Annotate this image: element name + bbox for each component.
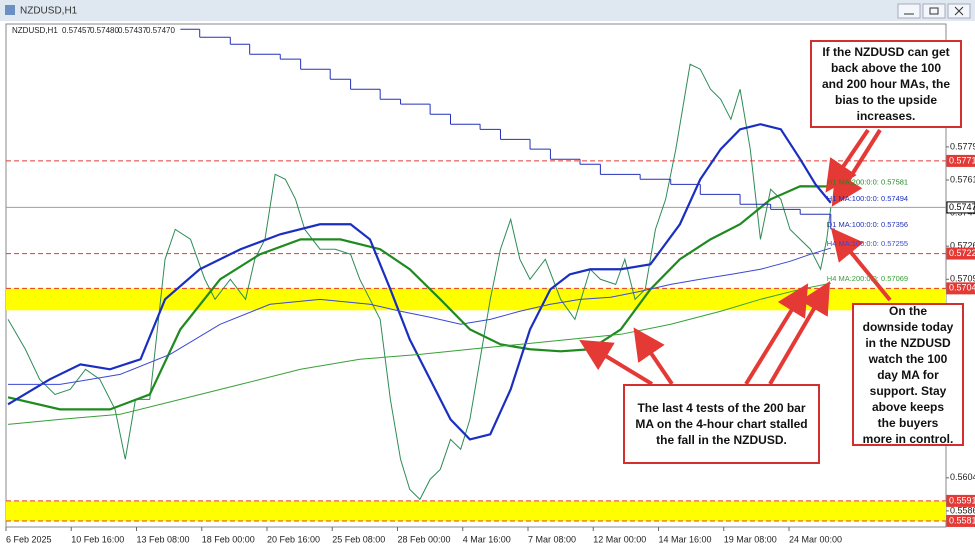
header-symbol: NZDUSD,H1: [12, 26, 58, 35]
moving-average: [7, 282, 831, 425]
level-label: 0.57042: [949, 283, 975, 293]
level-label: 0.57226: [949, 248, 975, 258]
x-tick-label: 6 Feb 2025: [6, 534, 52, 544]
x-tick-label: 13 Feb 08:00: [136, 534, 189, 544]
level-label-box: [946, 494, 975, 507]
title-bar: [0, 0, 975, 21]
level-label: 0.55918: [949, 495, 975, 505]
moving-average: [7, 123, 832, 441]
arrow: [768, 281, 831, 386]
header-open: 0.57457: [62, 26, 91, 35]
moving-average: [7, 185, 831, 411]
x-tick-label: 12 Mar 00:00: [593, 534, 646, 544]
x-tick-label: 10 Feb 16:00: [71, 534, 124, 544]
plot-frame: [5, 23, 947, 528]
x-tick-label: 19 Mar 08:00: [724, 534, 777, 544]
x-tick-label: 14 Mar 16:00: [658, 534, 711, 544]
level-label: 0.57470: [949, 202, 975, 212]
level-label-box: [946, 282, 975, 295]
x-tick-label: 24 Mar 00:00: [789, 534, 842, 544]
window-title: NZDUSD,H1: [20, 6, 78, 17]
ma-label: H4 MA:200:0:0: 0.57069: [827, 274, 908, 283]
x-tick-label: 25 Feb 08:00: [332, 534, 385, 544]
levels: [6, 160, 946, 522]
level-label-box: [946, 201, 975, 214]
level-label-box: [946, 247, 975, 260]
close-icon: [954, 6, 964, 16]
series-group: [7, 28, 835, 501]
axes: 0.577900.576150.574400.572650.570900.560…: [5, 141, 975, 544]
arrow: [579, 339, 654, 386]
ma-label: H1 MA:200:0:0: 0.57581: [827, 177, 908, 186]
header-close: 0.57470: [146, 26, 175, 35]
ma-label: D1 MA:100:0:0: 0.57356: [827, 220, 908, 229]
price-line: [7, 63, 832, 501]
ma-label: H4 MA:100:0:0: 0.57255: [827, 239, 908, 248]
x-tick-label: 20 Feb 16:00: [267, 534, 320, 544]
level-label-box: [946, 154, 975, 167]
maximize-icon: [929, 7, 939, 15]
header-high: 0.57480: [90, 26, 119, 35]
window-icon: [5, 5, 15, 15]
moving-average: [8, 247, 831, 385]
minimize-button[interactable]: [897, 3, 921, 19]
annotation: On the downside today in the NZDUSD watc…: [852, 303, 964, 446]
level-label: 0.55812: [949, 515, 975, 525]
arrow: [744, 283, 809, 386]
y-tick-label: 0.56040: [950, 472, 975, 482]
x-tick-label: 28 Feb 00:00: [397, 534, 450, 544]
y-tick-label: 0.57790: [950, 141, 975, 151]
highlight-band: [6, 500, 946, 521]
ma-label: H1 MA:100:0:0: 0.57494: [827, 194, 908, 203]
y-tick-label: 0.57090: [950, 274, 975, 284]
y-tick-label: 0.55865: [950, 505, 975, 515]
level-label: 0.57716: [949, 155, 975, 165]
arrow: [831, 128, 882, 207]
annotation: The last 4 tests of the 200 bar MA on th…: [623, 384, 820, 464]
y-tick-label: 0.57265: [950, 241, 975, 251]
y-tick-label: 0.57615: [950, 174, 975, 184]
maximize-button[interactable]: [922, 3, 946, 19]
arrows: [579, 128, 892, 386]
arrow: [830, 227, 892, 302]
header-low: 0.57437: [118, 26, 147, 35]
x-tick-label: 18 Feb 00:00: [202, 534, 255, 544]
level-label-box: [946, 514, 975, 527]
annotation: If the NZDUSD can get back above the 100…: [810, 40, 962, 128]
x-tick-label: 4 Mar 16:00: [463, 534, 511, 544]
x-tick-label: 7 Mar 08:00: [528, 534, 576, 544]
arrow: [633, 327, 674, 386]
